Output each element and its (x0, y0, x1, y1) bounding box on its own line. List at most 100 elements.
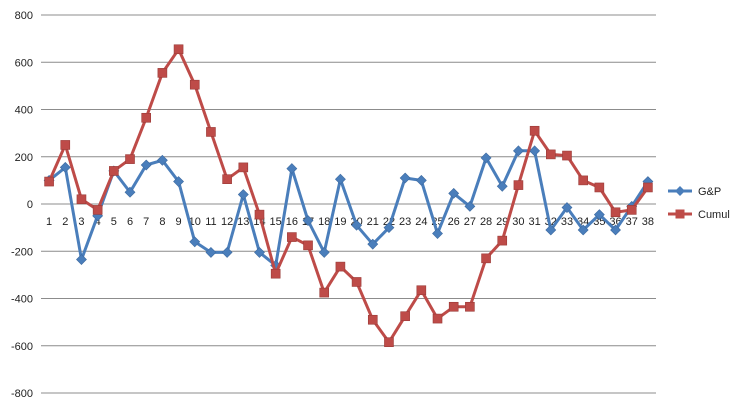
data-point-marker (497, 235, 508, 246)
x-tick-label: 37 (626, 216, 638, 228)
data-point-marker (481, 253, 491, 264)
data-point-marker (237, 189, 249, 200)
x-tick-label: 4 (95, 216, 101, 228)
data-point-marker (173, 44, 184, 55)
data-point-marker (416, 285, 427, 296)
data-point-marker (76, 254, 87, 265)
data-point-marker (173, 176, 184, 187)
data-point-marker (400, 311, 410, 322)
data-point-marker (610, 207, 621, 218)
data-point-marker (545, 224, 557, 236)
x-tick-label: 30 (512, 216, 524, 228)
y-tick-label: 600 (15, 57, 33, 69)
x-tick-label: 8 (159, 216, 165, 228)
data-point-marker (238, 162, 249, 173)
data-point-marker (125, 154, 135, 164)
chart-series (43, 44, 654, 348)
y-tick-label: 800 (15, 10, 33, 22)
x-tick-label: 24 (415, 216, 427, 228)
data-point-marker (626, 205, 637, 215)
data-point-marker (432, 313, 443, 324)
data-point-marker (109, 166, 119, 176)
data-point-marker (302, 215, 314, 226)
data-point-marker (303, 240, 313, 251)
data-point-marker (577, 224, 589, 236)
x-tick-label: 5 (111, 216, 117, 228)
data-point-marker (141, 112, 151, 123)
data-point-marker (383, 222, 395, 234)
data-point-marker (432, 228, 443, 239)
data-point-marker (513, 180, 524, 190)
data-point-marker (367, 238, 379, 250)
series-cumul (44, 44, 653, 348)
x-tick-label: 9 (176, 216, 182, 228)
x-tick-label: 28 (480, 216, 492, 228)
y-tick-label: -800 (11, 388, 33, 400)
x-tick-label: 3 (78, 216, 84, 228)
legend: G&P Cumul (668, 186, 730, 221)
y-axis-tick-labels: 800 600 400 200 0 -200 -400 -600 -800 (11, 10, 33, 400)
x-tick-label: 2 (62, 216, 68, 228)
x-tick-label: 23 (399, 216, 411, 228)
data-point-marker (221, 247, 233, 258)
data-point-marker (76, 194, 87, 205)
data-point-marker (157, 68, 168, 78)
x-tick-label: 21 (367, 216, 379, 228)
y-tick-label: 400 (15, 105, 33, 117)
series-line (48, 149, 650, 267)
data-point-marker (189, 236, 201, 248)
data-point-marker (205, 247, 217, 258)
data-point-marker (529, 125, 540, 136)
data-point-marker (222, 174, 232, 184)
data-point-marker (593, 209, 605, 221)
data-point-marker (384, 337, 394, 348)
legend-marker (675, 209, 685, 219)
data-point-marker (546, 149, 556, 160)
x-tick-label: 26 (448, 216, 460, 228)
data-point-marker (562, 150, 572, 161)
data-point-marker (206, 127, 216, 137)
x-tick-label: 18 (318, 216, 330, 228)
x-tick-label: 12 (221, 216, 233, 228)
data-point-marker (448, 301, 459, 312)
data-point-marker (610, 224, 621, 236)
x-tick-label: 31 (528, 216, 540, 228)
data-point-marker (415, 174, 427, 186)
data-point-marker (44, 176, 54, 187)
x-tick-label: 33 (561, 216, 573, 228)
data-point-marker (464, 200, 476, 212)
data-point-marker (448, 187, 460, 199)
legend-label: G&P (698, 186, 721, 198)
y-tick-label: 200 (15, 152, 33, 164)
data-point-marker (496, 180, 508, 192)
data-point-marker (351, 277, 362, 287)
x-tick-label: 38 (642, 216, 654, 228)
data-point-marker (513, 145, 524, 157)
x-tick-label: 27 (464, 216, 476, 228)
y-tick-label: -400 (11, 294, 33, 306)
data-point-marker (189, 79, 200, 90)
data-point-marker (561, 202, 573, 213)
data-point-marker (59, 161, 71, 173)
x-tick-label: 6 (127, 216, 133, 228)
y-tick-label: 0 (27, 199, 33, 211)
data-point-marker (140, 159, 152, 171)
data-point-marker (465, 301, 475, 312)
y-tick-label: -600 (11, 341, 33, 353)
data-point-marker (92, 205, 103, 215)
x-tick-label: 15 (270, 216, 282, 228)
y-tick-label: -200 (11, 246, 33, 258)
data-point-marker (334, 173, 346, 185)
data-point-marker (367, 314, 378, 325)
legend-marker (675, 186, 685, 196)
data-point-marker (529, 145, 541, 157)
data-point-marker (399, 172, 411, 184)
x-tick-label: 1 (46, 216, 52, 228)
data-point-marker (594, 182, 605, 193)
data-point-marker (124, 186, 136, 198)
series-g-p (43, 145, 654, 271)
data-point-marker (287, 232, 297, 242)
data-point-marker (351, 219, 363, 231)
x-tick-label: 19 (334, 216, 346, 228)
